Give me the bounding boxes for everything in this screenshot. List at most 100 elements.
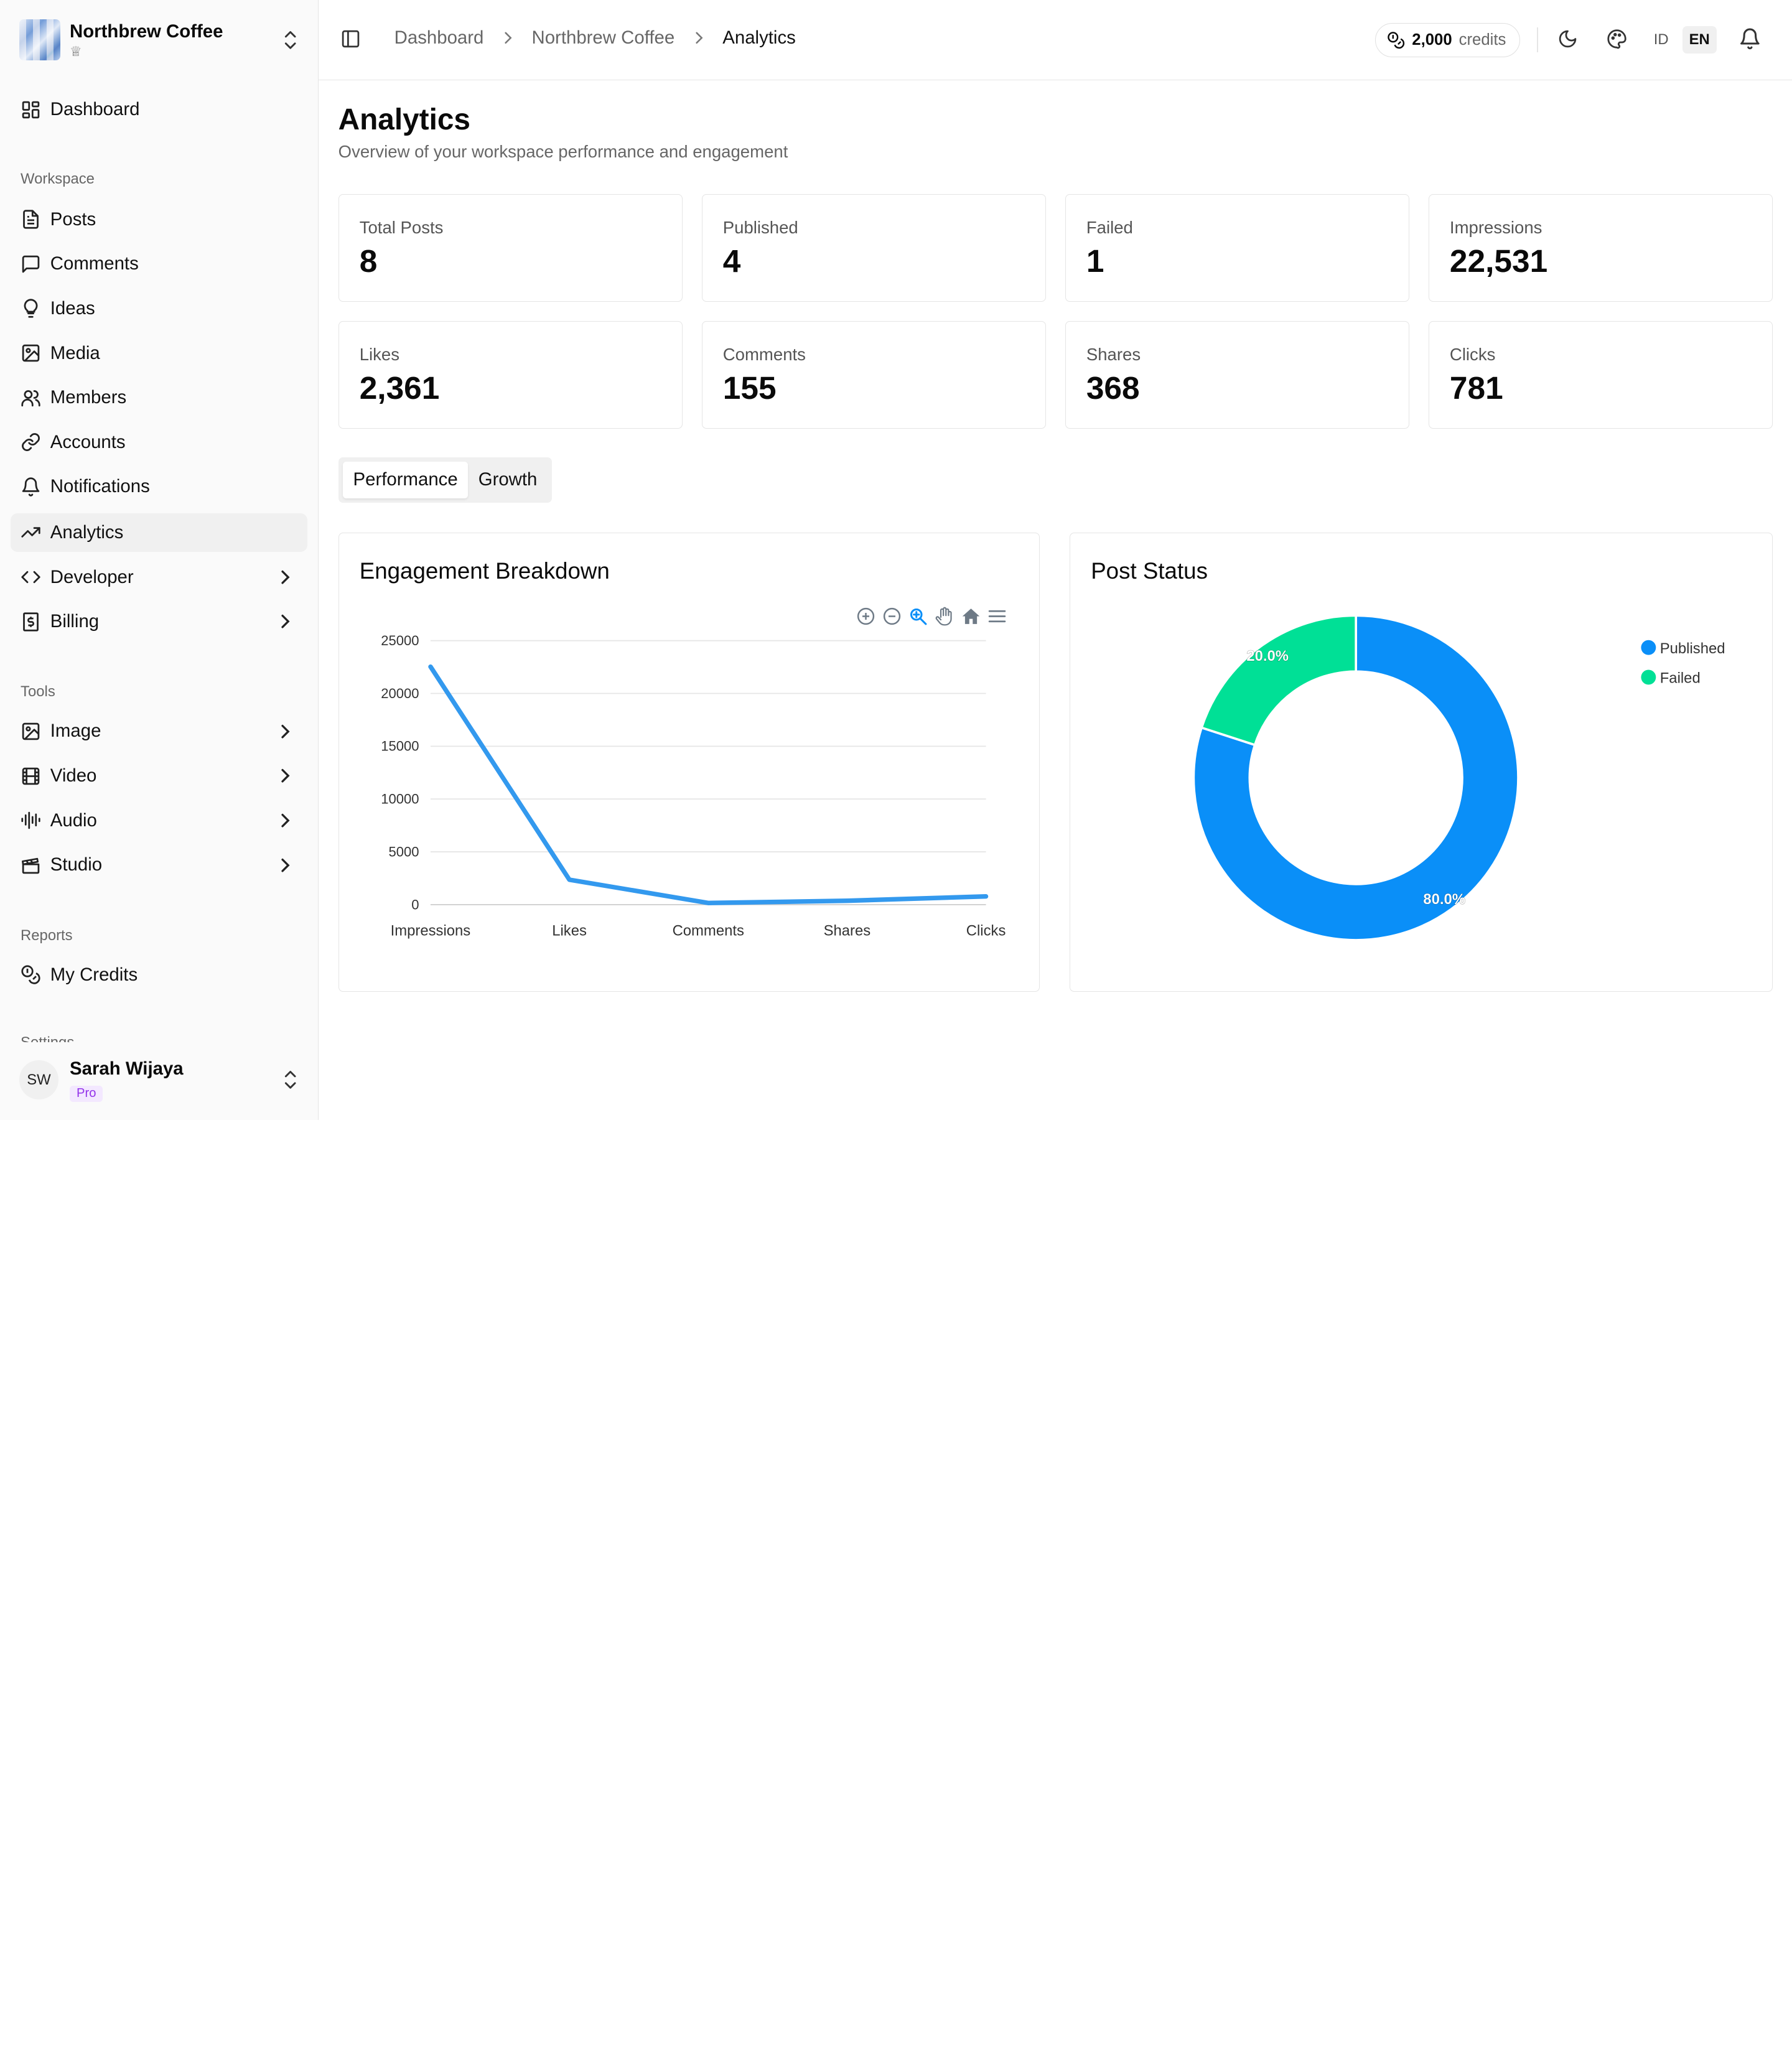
stat-card-likes: Likes 2,361 — [338, 321, 683, 429]
user-name: Sarah Wijaya — [70, 1058, 281, 1081]
sidebar-item-label: Dashboard — [50, 99, 140, 120]
sidebar-item-label: Comments — [50, 253, 139, 274]
sidebar-item-media[interactable]: Media — [11, 334, 308, 372]
x-tick-label: Clicks — [966, 922, 1006, 939]
coins-icon — [21, 964, 41, 985]
stat-card-comments: Comments 155 — [702, 321, 1046, 429]
workspace-name: Northbrew Coffee — [70, 21, 281, 44]
y-tick-label: 10000 — [381, 791, 419, 806]
trending-up-icon — [21, 522, 41, 543]
sidebar-item-label: My Credits — [50, 964, 138, 986]
y-tick-label: 5000 — [388, 844, 419, 859]
stat-label: Shares — [1086, 345, 1388, 365]
x-tick-label: Comments — [672, 922, 744, 939]
sidebar-item-studio[interactable]: Studio — [11, 846, 308, 884]
stat-label: Total Posts — [360, 218, 661, 238]
sidebar-toggle-icon[interactable] — [340, 29, 361, 49]
breadcrumb-workspace[interactable]: Northbrew Coffee — [531, 27, 674, 49]
chevron-right-icon — [276, 811, 294, 829]
sidebar-item-label: Audio — [50, 810, 97, 831]
stat-value: 781 — [1450, 369, 1752, 406]
lang-en-button[interactable]: EN — [1682, 26, 1717, 54]
breadcrumb-dashboard[interactable]: Dashboard — [394, 27, 484, 49]
plan-badge: Pro — [70, 1086, 103, 1102]
sidebar-item-label: Billing — [50, 611, 99, 632]
sidebar-item-my-credits[interactable]: My Credits — [11, 955, 308, 994]
stat-value: 8 — [360, 242, 661, 279]
stat-value: 4 — [723, 242, 1025, 279]
sidebar-item-label: Members — [50, 387, 126, 408]
slice-data-label: 80.0% — [1423, 891, 1465, 908]
link-icon — [21, 432, 41, 452]
stat-card-published: Published 4 — [702, 194, 1046, 302]
sidebar-group-reports: Reports — [21, 927, 73, 945]
breadcrumb-current: Analytics — [722, 27, 796, 49]
chevron-right-icon — [691, 30, 707, 46]
stat-card-total-posts: Total Posts 8 — [338, 194, 683, 302]
sidebar-group-tools: Tools — [21, 683, 55, 701]
lang-id-button[interactable]: ID — [1647, 26, 1676, 54]
legend-label: Published — [1660, 640, 1725, 657]
sidebar-item-audio[interactable]: Audio — [11, 801, 308, 840]
sidebar-item-label: Posts — [50, 209, 96, 230]
sidebar-item-billing[interactable]: Billing — [11, 602, 308, 641]
sidebar-group-workspace: Workspace — [21, 170, 95, 188]
y-tick-label: 20000 — [381, 686, 419, 701]
chevron-right-icon — [276, 856, 294, 874]
avatar: SW — [19, 1060, 58, 1099]
chevrons-up-down-icon — [281, 29, 299, 52]
divider — [1537, 27, 1538, 52]
user-menu[interactable]: SW Sarah Wijaya Pro — [19, 1052, 299, 1109]
sidebar-item-image[interactable]: Image — [11, 712, 308, 750]
page-subtitle: Overview of your workspace performance a… — [338, 142, 788, 162]
page-title: Analytics — [338, 103, 470, 137]
sidebar-item-dashboard[interactable]: Dashboard — [11, 90, 308, 129]
sidebar-item-posts[interactable]: Posts — [11, 200, 308, 238]
crown-icon: ♕ — [70, 44, 281, 60]
chevron-right-icon — [276, 612, 294, 630]
stat-value: 368 — [1086, 369, 1388, 406]
sidebar-item-notifications[interactable]: Notifications — [11, 467, 308, 506]
sidebar-item-label: Accounts — [50, 432, 126, 453]
workspace-switcher[interactable]: Northbrew Coffee ♕ — [19, 19, 299, 60]
sidebar-item-members[interactable]: Members — [11, 378, 308, 417]
sidebar-item-video[interactable]: Video — [11, 757, 308, 795]
stat-value: 1 — [1086, 242, 1388, 279]
stat-value: 22,531 — [1450, 242, 1752, 279]
credits-badge[interactable]: 2,000 credits — [1375, 23, 1521, 57]
sidebar-item-label: Ideas — [50, 298, 95, 319]
tab-performance[interactable]: Performance — [343, 462, 468, 498]
sidebar-item-label: Image — [50, 721, 101, 742]
sidebar-item-ideas[interactable]: Ideas — [11, 289, 308, 328]
image-icon — [21, 721, 41, 742]
stat-card-clicks: Clicks 781 — [1429, 321, 1773, 429]
sidebar-item-analytics[interactable]: Analytics — [11, 513, 308, 552]
stat-card-failed: Failed 1 — [1065, 194, 1409, 302]
palette-icon[interactable] — [1607, 29, 1627, 49]
stat-label: Likes — [360, 345, 661, 365]
y-tick-label: 0 — [411, 897, 419, 912]
donut-slice-failed — [1202, 615, 1356, 745]
stat-label: Published — [723, 218, 1025, 238]
sidebar-item-accounts[interactable]: Accounts — [11, 423, 308, 462]
chevron-right-icon — [276, 722, 294, 740]
legend-label: Failed — [1660, 669, 1701, 686]
sidebar-item-comments[interactable]: Comments — [11, 245, 308, 283]
topbar: Dashboard Northbrew Coffee Analytics 2,0… — [319, 0, 1792, 80]
sidebar-item-developer[interactable]: Developer — [11, 557, 308, 596]
sidebar-item-label: Developer — [50, 567, 134, 588]
sidebar-item-label: Analytics — [50, 522, 124, 543]
tab-growth[interactable]: Growth — [468, 462, 548, 498]
moon-icon[interactable] — [1557, 29, 1578, 49]
stat-label: Failed — [1086, 218, 1388, 238]
sidebar-item-label: Media — [50, 343, 100, 364]
credits-value: 2,000 — [1412, 31, 1452, 49]
coins-icon — [1387, 31, 1405, 49]
view-tabs: Performance Growth — [338, 457, 553, 503]
sidebar-item-label: Notifications — [50, 476, 150, 497]
bell-icon[interactable] — [1738, 27, 1762, 50]
legend-marker — [1641, 640, 1656, 655]
stat-value: 2,361 — [360, 369, 661, 406]
image-icon — [21, 343, 41, 363]
